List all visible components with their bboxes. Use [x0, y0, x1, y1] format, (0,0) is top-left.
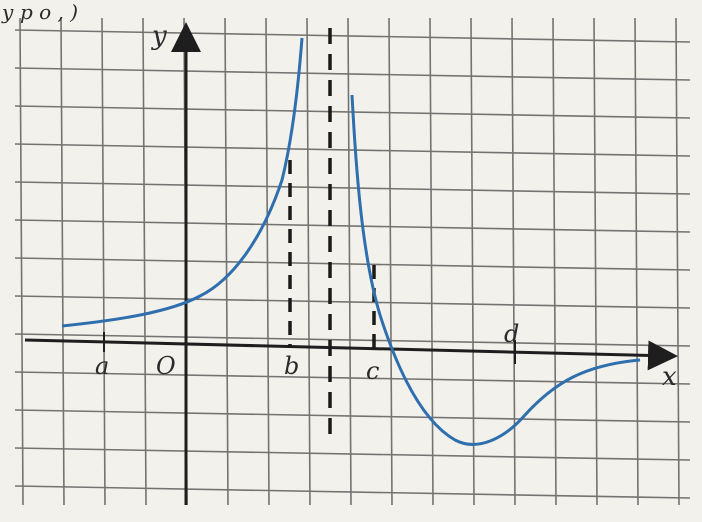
grid-line-horizontal: [14, 447, 691, 461]
top-cropped-text: у р о , ): [1, 0, 78, 24]
grid-line-horizontal: [14, 67, 691, 81]
grid-line-horizontal: [14, 295, 691, 309]
grid-line-vertical: [265, 17, 270, 506]
grid-line-vertical: [470, 17, 475, 506]
grid-line-horizontal: [14, 181, 691, 195]
origin-label: O: [156, 352, 176, 380]
grid-line-horizontal: [14, 333, 691, 347]
grid-line-vertical: [429, 17, 434, 506]
graph-paper-grid: [14, 17, 691, 506]
grid-line-horizontal: [14, 219, 691, 233]
grid-line-vertical: [306, 17, 311, 506]
grid-line-vertical: [552, 17, 557, 506]
grid-line-horizontal: [14, 371, 691, 385]
grid-line-horizontal: [14, 409, 691, 423]
x-axis-label: x: [662, 362, 677, 392]
grid-line-vertical: [142, 17, 147, 506]
grid-line-vertical: [19, 17, 24, 506]
curve-right-branch: [350, 94, 641, 446]
grid-line-vertical: [101, 17, 106, 506]
x-axis: [24, 338, 678, 371]
grid-line-vertical: [388, 17, 393, 506]
grid-line-vertical: [593, 17, 598, 506]
grid-line-horizontal: [14, 485, 691, 499]
point-label-a: a: [95, 352, 109, 380]
grid-line-vertical: [60, 17, 65, 506]
curve-left-branch: [61, 37, 304, 328]
grid-line-vertical: [675, 17, 680, 506]
point-label-c: c: [366, 357, 379, 385]
point-label-d: d: [504, 320, 519, 348]
grid-line-vertical: [634, 17, 639, 506]
point-label-b: b: [284, 352, 299, 380]
grid-line-vertical: [347, 17, 352, 506]
grid-line-horizontal: [14, 143, 691, 157]
grid-line-horizontal: [14, 257, 691, 271]
y-axis-label: y: [151, 21, 167, 51]
grid-line-horizontal: [14, 29, 691, 43]
